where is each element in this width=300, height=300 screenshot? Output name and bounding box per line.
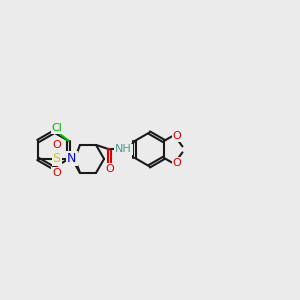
Text: O: O	[172, 131, 182, 141]
Text: S: S	[52, 152, 61, 165]
Text: O: O	[105, 164, 114, 174]
Text: O: O	[172, 158, 182, 168]
Text: O: O	[52, 140, 61, 150]
Text: Cl: Cl	[52, 123, 63, 133]
Text: O: O	[52, 168, 61, 178]
Text: N: N	[67, 152, 76, 165]
Text: NH: NH	[115, 144, 132, 154]
